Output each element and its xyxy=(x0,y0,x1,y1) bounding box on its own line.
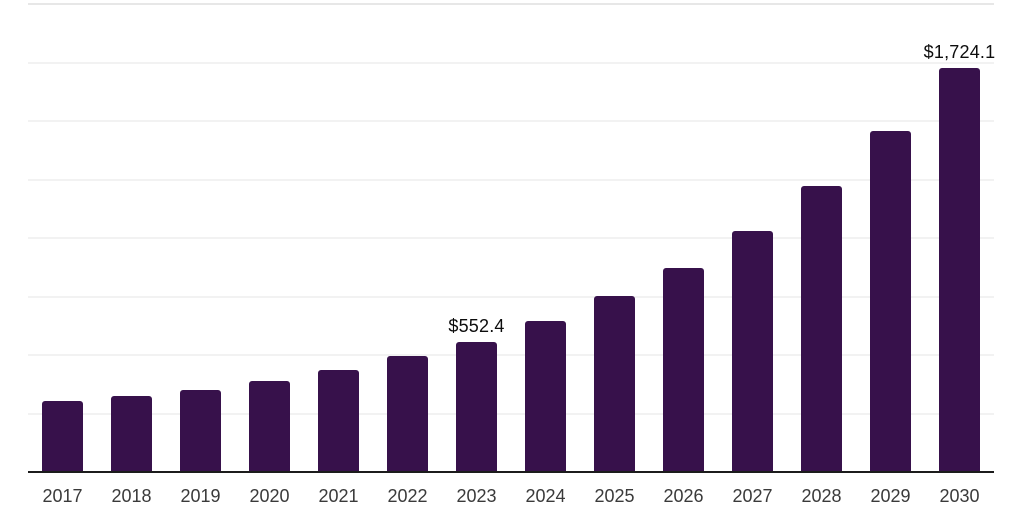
bar-2020 xyxy=(249,381,290,471)
gridline xyxy=(28,61,994,64)
value-label-2023: $552.4 xyxy=(448,315,505,336)
bar-slot xyxy=(304,3,373,471)
x-tick-label-2024: 2024 xyxy=(525,486,566,506)
x-tick-label-2026: 2026 xyxy=(663,486,704,506)
x-axis-tick-labels: 2017 2018 2019 2020 2021 2022 2023 2024 2025 2026… xyxy=(28,471,994,512)
bar-2018 xyxy=(111,395,152,471)
bar-2017 xyxy=(42,401,83,471)
gridline xyxy=(28,237,994,239)
bar-slot xyxy=(235,3,304,471)
x-tick-label-2017: 2017 xyxy=(42,486,83,506)
bar-slot xyxy=(28,3,97,471)
x-tick-label-2025: 2025 xyxy=(594,486,635,506)
x-tick-label-2028: 2028 xyxy=(801,486,842,506)
bar-slot xyxy=(97,3,166,471)
x-tick-label-2019: 2019 xyxy=(180,486,221,506)
bars-layer: $552.4 $1,724.1 xyxy=(28,3,995,471)
bar-slot xyxy=(787,3,856,471)
bar-2028 xyxy=(801,185,842,471)
bar-slot: $1,724.1 xyxy=(924,3,995,471)
x-tick-label-2030: 2030 xyxy=(939,486,980,506)
bar-slot xyxy=(649,3,718,471)
x-tick-label-2021: 2021 xyxy=(318,486,359,506)
gridline xyxy=(28,120,994,122)
bar-slot xyxy=(166,3,235,471)
bar-2027 xyxy=(732,230,773,471)
plot-area: $552.4 $1,724.1 xyxy=(28,3,995,473)
x-tick-label-2018: 2018 xyxy=(111,486,152,506)
x-tick-label-2029: 2029 xyxy=(870,486,911,506)
gridline xyxy=(28,354,994,356)
x-tick-label-2022: 2022 xyxy=(387,486,428,506)
x-tick-label-2020: 2020 xyxy=(249,486,290,506)
x-axis-line xyxy=(28,471,994,473)
gridline xyxy=(28,412,994,415)
bar-slot xyxy=(373,3,442,471)
bar-slot xyxy=(580,3,649,471)
bar-2023: $552.4 xyxy=(448,316,504,471)
gridline xyxy=(28,178,994,181)
bar-2029 xyxy=(870,131,911,471)
bar-slot: $552.4 xyxy=(442,3,511,471)
x-tick-label-2023: 2023 xyxy=(456,486,497,506)
bar-2024 xyxy=(525,321,566,471)
bar-slot xyxy=(718,3,787,471)
bar-2021 xyxy=(318,369,359,471)
bar-2022 xyxy=(387,356,428,471)
value-label-2030: $1,724.1 xyxy=(923,41,996,62)
bar-2030: $1,724.1 xyxy=(924,42,995,471)
bar-slot xyxy=(856,3,925,471)
bar-2025 xyxy=(594,296,635,471)
bar-2026 xyxy=(663,267,704,471)
gridline xyxy=(28,3,994,5)
bar-slot xyxy=(511,3,580,471)
gridline xyxy=(28,295,994,298)
x-tick-label-2027: 2027 xyxy=(732,486,773,506)
bar-2019 xyxy=(180,389,221,471)
